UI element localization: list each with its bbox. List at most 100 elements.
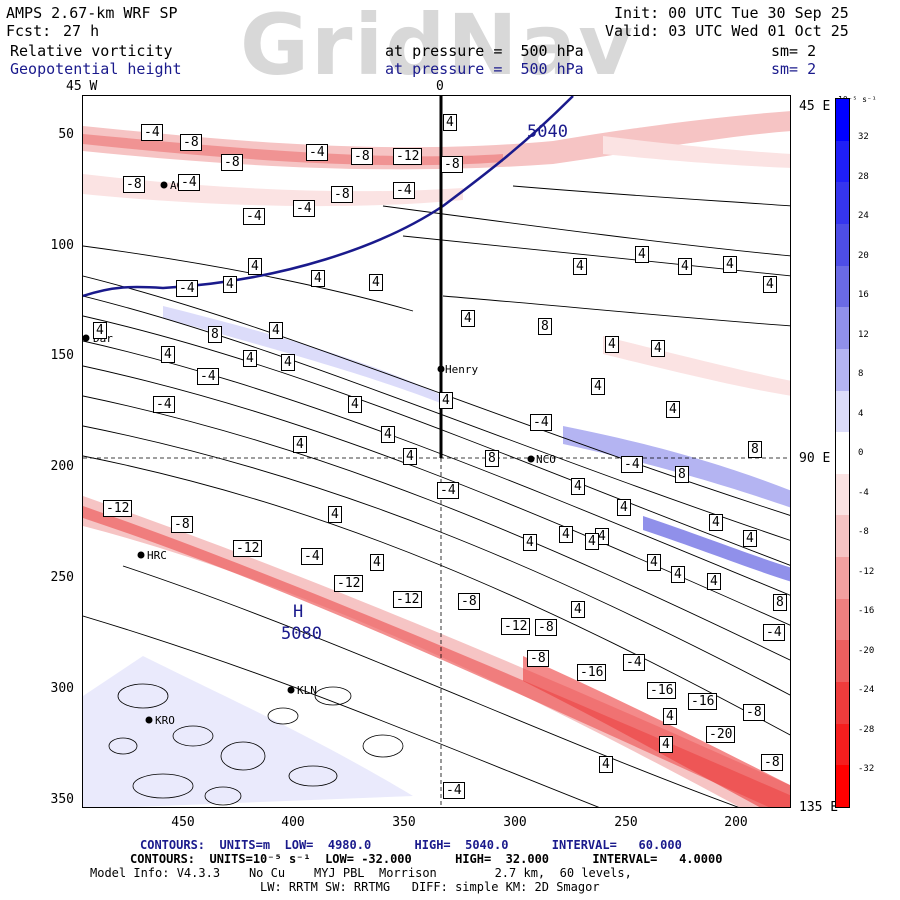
- vorticity-label: 4: [591, 378, 605, 395]
- station-dot-henry: [437, 365, 445, 373]
- field1-level: at pressure = 500 hPa: [385, 42, 584, 60]
- vorticity-label: 4: [659, 736, 673, 753]
- vorticity-label: -8: [123, 176, 145, 193]
- y-tick-200: 200: [50, 459, 74, 474]
- vorticity-contours: [83, 185, 790, 807]
- colorbar-swatch: [836, 348, 849, 392]
- footer-physics-info: LW: RRTM SW: RRTMG DIFF: simple KM: 2D S…: [260, 880, 600, 894]
- vorticity-label: 4: [663, 708, 677, 725]
- y-tick-300: 300: [50, 681, 74, 696]
- vorticity-label: 4: [281, 354, 295, 371]
- vorticity-label: -4: [153, 396, 175, 413]
- vorticity-label: 4: [723, 256, 737, 273]
- vorticity-label: -12: [233, 540, 263, 557]
- station-dot-nco: [527, 455, 535, 463]
- footer-height-contours: CONTOURS: UNITS=m LOW= 4980.0 HIGH= 5040…: [140, 838, 682, 852]
- vorticity-label: -4: [178, 174, 200, 191]
- colorbar-swatch: [836, 473, 849, 516]
- watermark: GridNav: [240, 0, 636, 94]
- vorticity-label: -8: [351, 148, 373, 165]
- station-dot-hrc: [137, 551, 145, 559]
- vorticity-label: 4: [709, 514, 723, 531]
- y-tick-150: 150: [50, 348, 74, 363]
- vorticity-label: -8: [171, 516, 193, 533]
- station-label-henry: Henry: [445, 363, 479, 376]
- vorticity-label: 4: [743, 530, 757, 547]
- vorticity-label: 4: [439, 392, 453, 409]
- colorbar-swatch: [836, 765, 849, 808]
- vorticity-label: 8: [485, 450, 499, 467]
- map-canvas: [83, 96, 790, 807]
- vorticity-label: -12: [334, 575, 364, 592]
- colorbar-swatch: [836, 223, 849, 267]
- vorticity-label: -4: [306, 144, 328, 161]
- vorticity-label: 4: [403, 448, 417, 465]
- vorticity-label: 4: [248, 258, 262, 275]
- vorticity-label: -4: [176, 280, 198, 297]
- colorbar-swatch: [836, 265, 849, 308]
- vorticity-label: -4: [623, 654, 645, 671]
- vorticity-label: 4: [635, 246, 649, 263]
- colorbar-swatch: [836, 99, 849, 142]
- vorticity-label: 8: [773, 594, 787, 611]
- vorticity-label: 4: [763, 276, 777, 293]
- vorticity-label: -8: [761, 754, 783, 771]
- vorticity-label: 4: [311, 270, 325, 287]
- colorbar-unit: 10⁻⁵ s⁻¹: [838, 95, 877, 104]
- vorticity-label: -20: [706, 726, 736, 743]
- colorbar-tick-label: -24: [858, 685, 875, 695]
- vorticity-label: 4: [585, 533, 599, 550]
- station-dot-ago: [160, 181, 168, 189]
- colorbar-tick-label: 12: [858, 329, 869, 340]
- colorbar-tick-label: -32: [858, 764, 875, 774]
- colorbar-swatch: [836, 682, 849, 725]
- x-tick-300: 300: [503, 815, 527, 830]
- vorticity-label: -8: [458, 593, 480, 610]
- vorticity-label: 8: [208, 326, 222, 343]
- station-dot-dar: [83, 334, 90, 342]
- geopotential-5040-contour: [83, 96, 574, 298]
- right-label-135e: 135 E: [799, 800, 839, 815]
- colorbar-tick-label: -20: [858, 645, 875, 656]
- vorticity-label: 4: [93, 322, 107, 339]
- height-label-5040: 5040: [527, 122, 568, 142]
- field2-name: Geopotential height: [10, 60, 182, 78]
- vorticity-label: 4: [381, 426, 395, 443]
- colorbar-tick-label: -12: [858, 566, 875, 577]
- x-tick-250: 250: [614, 815, 638, 830]
- x-tick-350: 350: [392, 815, 416, 830]
- valid-time: Valid: 03 UTC Wed 01 Oct 25: [605, 22, 849, 40]
- colorbar-swatch: [836, 182, 849, 225]
- vorticity-label: 4: [269, 322, 283, 339]
- colorbar-tick-label: 20: [858, 250, 869, 261]
- y-tick-250: 250: [50, 570, 74, 585]
- x-tick-200: 200: [724, 815, 748, 830]
- vorticity-label: 4: [348, 396, 362, 413]
- field1-name: Relative vorticity: [10, 42, 173, 60]
- vorticity-label: 4: [243, 350, 257, 367]
- vorticity-label: 8: [748, 441, 762, 458]
- y-tick-350: 350: [50, 792, 74, 807]
- vorticity-label: -4: [621, 456, 643, 473]
- colorbar-swatch: [836, 307, 849, 350]
- vorticity-label: -8: [535, 619, 557, 636]
- vorticity-label: -8: [180, 134, 202, 151]
- vorticity-label: -4: [393, 182, 415, 199]
- x-tick-400: 400: [281, 815, 305, 830]
- vorticity-label: 4: [617, 499, 631, 516]
- vorticity-label: -4: [763, 624, 785, 641]
- vorticity-label: 4: [671, 566, 685, 583]
- high-center-label: H: [293, 602, 304, 622]
- y-tick-50: 50: [58, 127, 74, 142]
- top-label-45w: 45 W: [66, 79, 98, 94]
- forecast-label: Fcst:: [6, 22, 52, 40]
- vorticity-label: -8: [527, 650, 549, 667]
- vorticity-label: -12: [103, 500, 133, 517]
- colorbar-swatch: [836, 640, 849, 683]
- colorbar-swatch: [836, 598, 849, 641]
- colorbar-tick-label: -8: [858, 527, 869, 537]
- colorbar-swatch: [836, 140, 849, 183]
- map-plot-area[interactable]: AGO Dar Henry NCO HRC KLN KRO 5040 5080 …: [82, 95, 791, 808]
- vorticity-label: -4: [293, 200, 315, 217]
- footer-vorticity-contours: CONTOURS: UNITS=10⁻⁵ s⁻¹ LOW= -32.000 HI…: [130, 852, 723, 866]
